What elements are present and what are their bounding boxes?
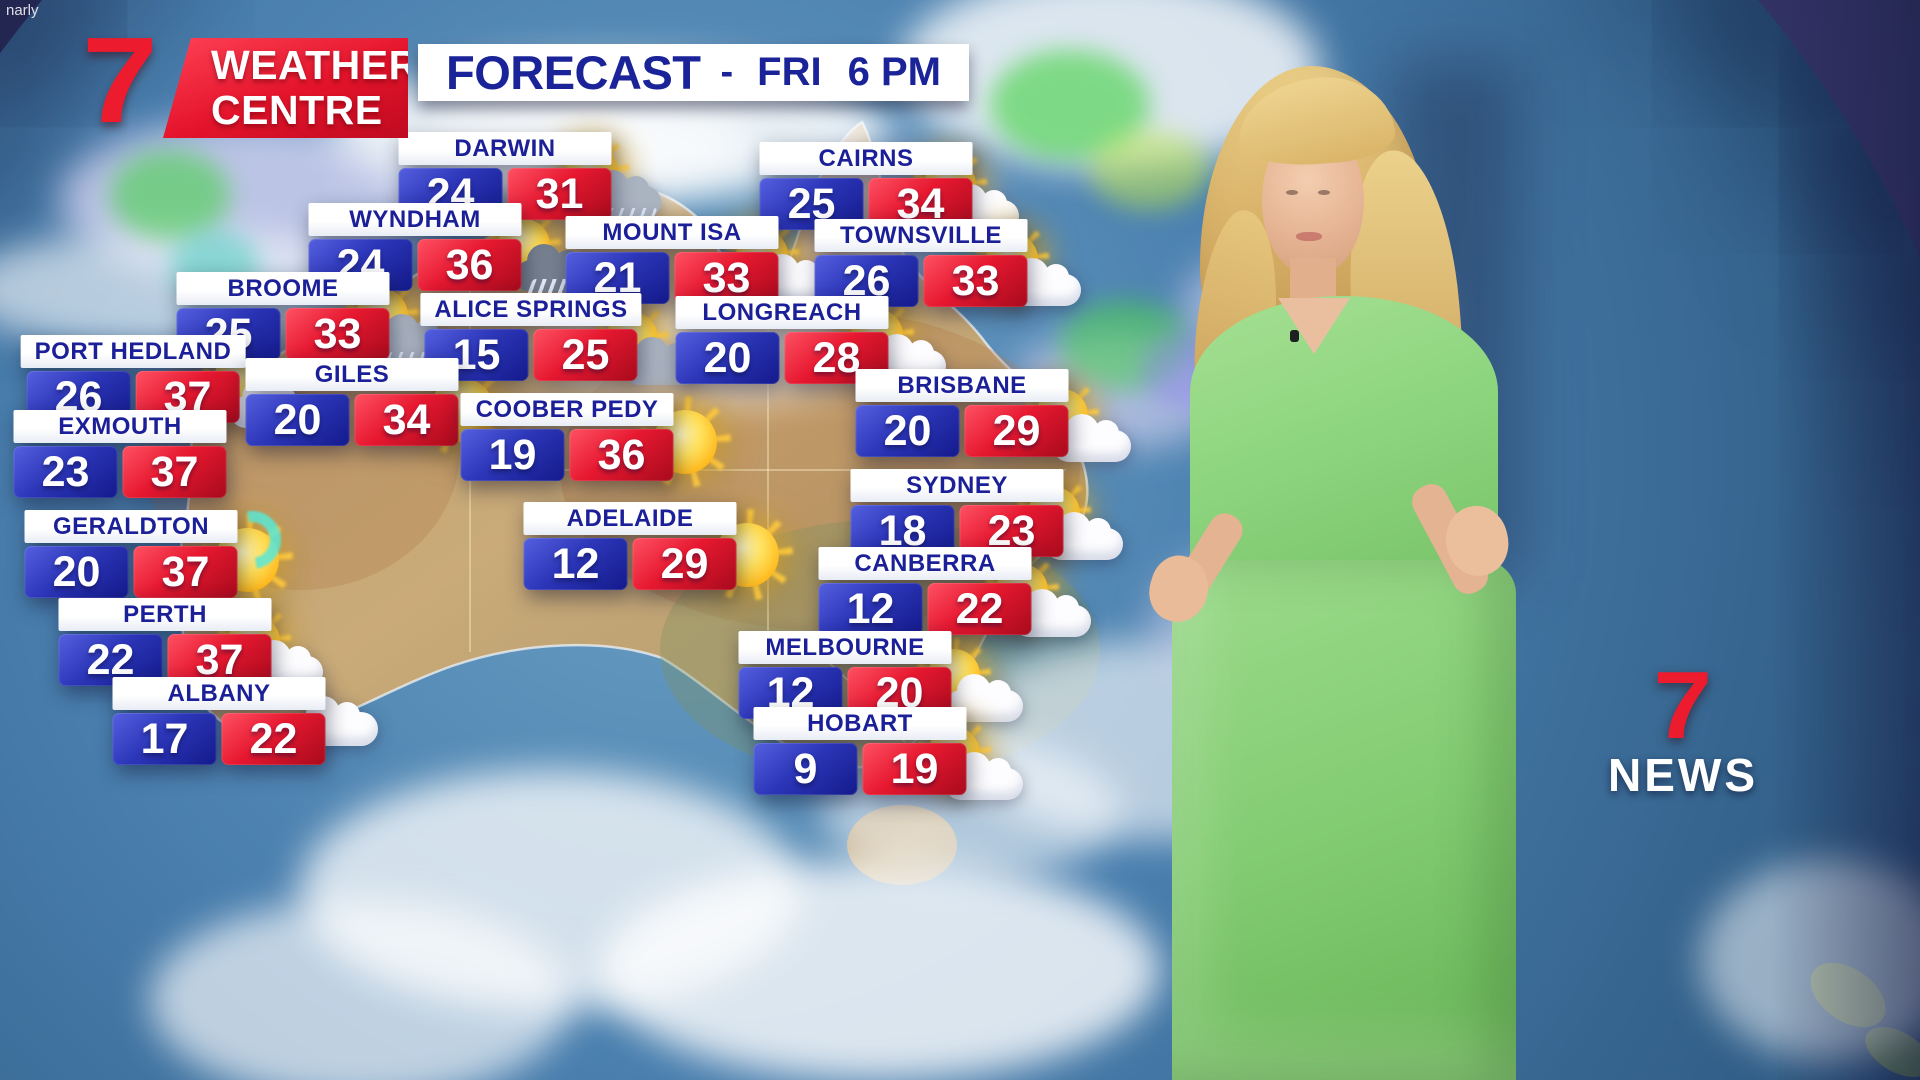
brand-line-1: WEATHER xyxy=(211,42,419,88)
high-temperature: 25 xyxy=(533,329,638,381)
low-temperature: 12 xyxy=(523,538,628,590)
city-name: HOBART xyxy=(753,707,967,740)
cloud xyxy=(600,860,1160,1080)
cloud xyxy=(150,900,570,1080)
high-temperature: 22 xyxy=(221,713,326,765)
low-temperature: 23 xyxy=(13,446,118,498)
high-temperature: 36 xyxy=(569,429,674,481)
temperature-row: 23 37 xyxy=(13,446,227,498)
low-temperature: 20 xyxy=(245,394,350,446)
low-temperature: 20 xyxy=(855,405,960,457)
forecast-title-banner: FORECAST - FRI 6 PM xyxy=(418,44,969,101)
radar-patch xyxy=(1140,330,1250,410)
city-name: MOUNT ISA xyxy=(565,216,779,249)
city-name: SYDNEY xyxy=(850,469,1064,502)
city-name: ALBANY xyxy=(112,677,326,710)
city-label-albany: ALBANY 17 22 xyxy=(112,677,326,765)
city-name: ADELAIDE xyxy=(523,502,737,535)
city-name: GILES xyxy=(245,358,459,391)
low-temperature: 12 xyxy=(818,583,923,635)
high-temperature: 33 xyxy=(285,308,390,360)
watermark-text: narly xyxy=(6,2,39,19)
temperature-row: 21 33 xyxy=(565,252,779,304)
city-label-longreach: LONGREACH 20 28 xyxy=(675,296,889,384)
city-name: BRISBANE xyxy=(855,369,1069,402)
temperature-row: 12 29 xyxy=(523,538,737,590)
high-temperature: 33 xyxy=(674,252,779,304)
temperature-row: 20 29 xyxy=(855,405,1069,457)
high-temperature: 29 xyxy=(964,405,1069,457)
low-temperature: 9 xyxy=(753,743,858,795)
high-temperature: 31 xyxy=(507,168,612,220)
city-name: LONGREACH xyxy=(675,296,889,329)
city-label-brisbane: BRISBANE 20 29 xyxy=(855,369,1069,457)
city-label-wyndham: WYNDHAM 24 36 xyxy=(308,203,522,291)
city-name: EXMOUTH xyxy=(13,410,227,443)
city-label-broome: BROOME 25 33 xyxy=(176,272,390,360)
seven-network-logo-icon: 7 xyxy=(81,12,158,148)
brand-line-2: CENTRE xyxy=(211,87,383,133)
high-temperature: 29 xyxy=(632,538,737,590)
low-temperature: 20 xyxy=(675,332,780,384)
high-temperature: 19 xyxy=(862,743,967,795)
weather-centre-banner: WEATHER CENTRE xyxy=(163,38,408,138)
city-label-darwin: DARWIN 24 31 xyxy=(398,132,612,220)
forecast-day: FRI xyxy=(757,50,822,94)
high-temperature: 36 xyxy=(417,239,522,291)
temperature-row: 20 28 xyxy=(675,332,889,384)
city-name: CANBERRA xyxy=(818,547,1032,580)
temperature-row: 9 19 xyxy=(753,743,967,795)
temperature-row: 25 33 xyxy=(176,308,390,360)
low-temperature: 21 xyxy=(565,252,670,304)
high-temperature: 37 xyxy=(133,546,238,598)
city-label-port-hedland: PORT HEDLAND 26 37 xyxy=(20,335,246,423)
radar-patch xyxy=(1060,300,1190,390)
city-name: PORT HEDLAND xyxy=(20,335,246,368)
city-label-adelaide: ADELAIDE 12 29 xyxy=(523,502,737,590)
temperature-row: 20 34 xyxy=(245,394,459,446)
low-temperature: 20 xyxy=(24,546,129,598)
city-name: COOBER PEDY xyxy=(460,393,674,426)
forecast-title: FORECAST xyxy=(446,46,701,99)
low-temperature: 17 xyxy=(112,713,217,765)
high-temperature: 37 xyxy=(122,446,227,498)
city-label-cairns: CAIRNS 25 34 xyxy=(759,142,973,230)
city-label-canberra: CANBERRA 12 22 xyxy=(818,547,1032,635)
cloud xyxy=(1150,540,1410,700)
city-name: TOWNSVILLE xyxy=(814,219,1028,252)
forecast-time: 6 PM xyxy=(847,50,941,94)
city-label-townsville: TOWNSVILLE 26 33 xyxy=(814,219,1028,307)
radar-patch xyxy=(110,150,230,240)
temperature-row: 19 36 xyxy=(460,429,674,481)
city-label-giles: GILES 20 34 xyxy=(245,358,459,446)
city-label-melbourne: MELBOURNE 12 20 xyxy=(738,631,952,719)
temperature-row: 17 22 xyxy=(112,713,326,765)
city-label-perth: PERTH 22 37 xyxy=(58,598,272,686)
city-name: CAIRNS xyxy=(759,142,973,175)
temperature-row: 20 37 xyxy=(24,546,238,598)
city-name: PERTH xyxy=(58,598,272,631)
title-separator: - xyxy=(720,51,734,93)
city-label-mount-isa: MOUNT ISA 21 33 xyxy=(565,216,779,304)
temperature-row: 12 22 xyxy=(818,583,1032,635)
high-temperature: 28 xyxy=(784,332,889,384)
low-temperature: 19 xyxy=(460,429,565,481)
high-temperature: 22 xyxy=(927,583,1032,635)
city-label-hobart: HOBART 9 19 xyxy=(753,707,967,795)
city-label-sydney: SYDNEY 18 23 xyxy=(850,469,1064,557)
city-label-geraldton: GERALDTON 20 37 xyxy=(24,510,238,598)
city-name: ALICE SPRINGS xyxy=(420,293,642,326)
city-name: MELBOURNE xyxy=(738,631,952,664)
city-label-coober-pedy: COOBER PEDY 19 36 xyxy=(460,393,674,481)
city-name: DARWIN xyxy=(398,132,612,165)
right-edge-shadow xyxy=(1770,0,1920,1080)
radar-patch xyxy=(1090,130,1210,210)
high-temperature: 34 xyxy=(354,394,459,446)
city-name: WYNDHAM xyxy=(308,203,522,236)
city-label-exmouth: EXMOUTH 23 37 xyxy=(13,410,227,498)
high-temperature: 33 xyxy=(923,255,1028,307)
city-name: BROOME xyxy=(176,272,390,305)
city-name: GERALDTON xyxy=(24,510,238,543)
